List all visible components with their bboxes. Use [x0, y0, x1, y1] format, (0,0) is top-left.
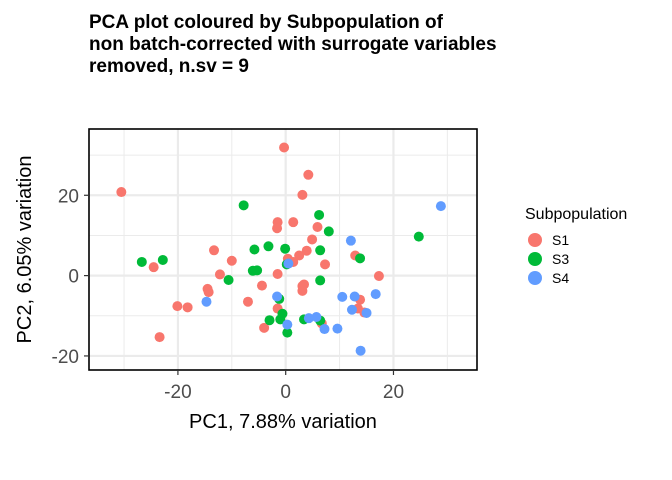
point-s1 [259, 322, 270, 333]
point-s1 [148, 262, 159, 273]
point-s4 [272, 291, 283, 302]
data-points [116, 142, 446, 356]
point-s3 [252, 265, 263, 276]
y-axis-ticks: -20 0 20 [52, 186, 89, 368]
point-s4 [282, 319, 293, 330]
point-s1 [299, 279, 310, 290]
point-s3 [314, 209, 325, 220]
point-s1 [203, 287, 214, 298]
x-tick-label: -20 [164, 382, 191, 403]
point-s3 [223, 275, 234, 286]
point-s1 [209, 245, 220, 256]
point-s4 [435, 201, 446, 212]
point-s1 [373, 271, 384, 282]
point-s4 [337, 291, 348, 302]
x-tick-label: 20 [383, 382, 404, 403]
legend-key-s4 [528, 270, 542, 285]
point-s1 [279, 142, 290, 153]
point-s1 [182, 302, 193, 313]
legend-key-s1 [528, 232, 542, 247]
point-s1 [214, 269, 225, 280]
legend-item-s3: S3 [525, 249, 627, 268]
point-s3 [323, 226, 334, 237]
chart-title-line-3: removed, n.sv = 9 [89, 56, 249, 77]
point-s1 [272, 223, 283, 234]
point-s3 [157, 254, 168, 265]
point-s1 [288, 217, 299, 228]
legend-label-s1: S1 [552, 231, 570, 248]
point-s4 [311, 311, 322, 322]
point-s4 [345, 235, 356, 246]
point-s4 [349, 291, 360, 302]
point-s1 [320, 259, 331, 270]
point-s3 [413, 231, 424, 242]
point-s1 [154, 332, 165, 343]
point-s3 [263, 241, 274, 252]
y-tick-label: -20 [52, 347, 79, 368]
legend-label-s4: S4 [552, 269, 570, 286]
point-s4 [361, 307, 372, 318]
point-s3 [249, 244, 260, 255]
x-tick-label: 0 [280, 382, 291, 403]
legend: Subpopulation S1 S3 S4 [525, 206, 627, 287]
x-axis-ticks: -20 0 20 [164, 370, 404, 403]
point-s1 [307, 234, 318, 245]
legend-item-s1: S1 [525, 230, 627, 249]
plot-border [88, 128, 478, 371]
legend-label-s3: S3 [552, 250, 570, 267]
y-tick-label: 20 [58, 186, 79, 207]
point-s1 [312, 222, 323, 233]
point-s3 [280, 243, 291, 254]
point-s3 [355, 253, 366, 264]
point-s3 [136, 256, 147, 267]
point-s1 [301, 245, 312, 256]
point-s4 [332, 323, 343, 334]
point-s3 [315, 275, 326, 286]
point-s4 [370, 289, 381, 300]
point-s3 [264, 315, 275, 326]
point-s4 [283, 258, 294, 269]
chart-title: PCA plot coloured by Subpopulation of no… [89, 12, 649, 78]
point-s1 [294, 250, 305, 261]
point-s4 [319, 324, 330, 335]
point-s3 [282, 327, 293, 338]
point-s1 [272, 269, 283, 280]
point-s3 [277, 308, 288, 319]
x-axis-title: PC1, 7.88% variation [189, 411, 377, 433]
chart-title-line-2: non batch-corrected with surrogate varia… [89, 34, 497, 55]
y-tick-label: 0 [68, 267, 79, 288]
point-s1 [256, 280, 267, 291]
point-s4 [303, 313, 314, 324]
point-s4 [355, 345, 366, 356]
point-s1 [242, 296, 253, 307]
point-s1 [116, 187, 127, 198]
legend-key-s3 [528, 251, 542, 266]
chart-title-line-1: PCA plot coloured by Subpopulation of [89, 12, 443, 33]
legend-title: Subpopulation [525, 206, 628, 223]
point-s4 [201, 296, 212, 307]
point-s4 [346, 304, 357, 315]
point-s1 [303, 169, 314, 180]
point-s3 [238, 200, 249, 211]
point-s1 [297, 189, 308, 200]
point-s3 [315, 245, 326, 256]
legend-item-s4: S4 [525, 268, 627, 287]
point-s1 [226, 255, 237, 266]
y-axis-title: PC2, 6.05% variation [14, 156, 36, 344]
point-s1 [172, 301, 183, 312]
